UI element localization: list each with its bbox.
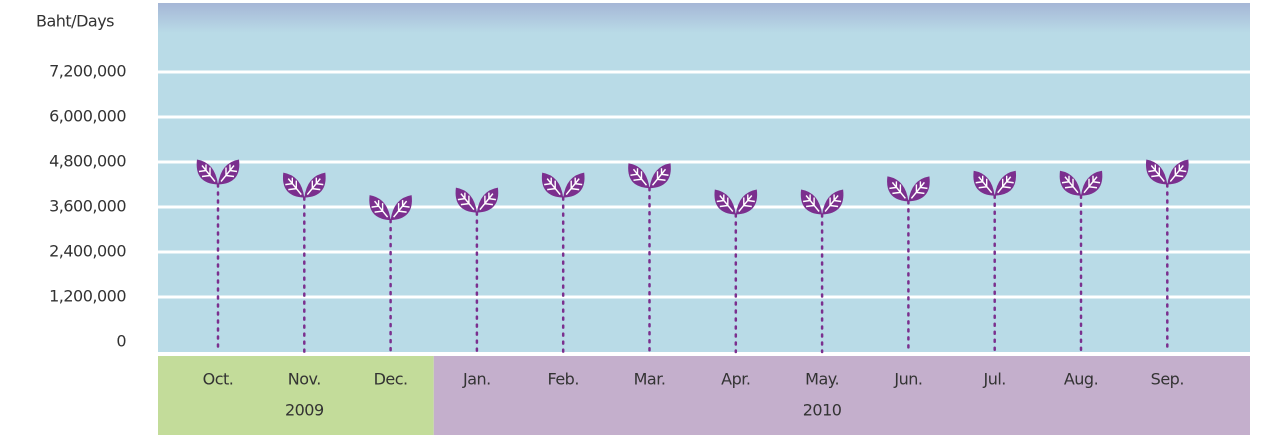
leaf-marker	[714, 189, 758, 215]
leaf-vein	[457, 192, 475, 211]
leaf-vein	[651, 168, 669, 186]
leaf-marker	[1145, 159, 1189, 185]
leaf-marker	[1059, 170, 1103, 196]
leaf-vein	[285, 177, 302, 196]
y-tick-label: 2,400,000	[49, 242, 126, 261]
leaf-marker	[455, 187, 499, 213]
leaf-vein	[1083, 175, 1101, 194]
x-tick-label: Mar.	[634, 370, 666, 389]
y-tick-label: 7,200,000	[49, 62, 126, 81]
x-tick-label: Jul.	[983, 370, 1006, 389]
leaf-vein	[1169, 164, 1187, 182]
year-label: 2010	[803, 401, 842, 420]
y-tick-label: 1,200,000	[49, 287, 126, 306]
leaf-vein	[1148, 164, 1165, 182]
x-tick-label: Oct.	[203, 370, 234, 389]
leaf-vein	[220, 164, 238, 182]
leaf-marker	[196, 159, 240, 185]
leaf-marker	[369, 195, 412, 221]
leaf-vein	[371, 200, 389, 218]
leaf-marker	[800, 189, 844, 215]
x-tick-label: Feb.	[547, 370, 578, 389]
x-tick-label: May.	[805, 370, 839, 389]
leaf-vein	[975, 175, 993, 194]
year-band	[158, 356, 434, 435]
x-tick-label: Jun.	[893, 370, 922, 389]
x-tick-label: Apr.	[721, 370, 750, 389]
y-tick-label: 0	[116, 332, 126, 351]
leaf-vein	[479, 192, 496, 211]
leaf-marker	[973, 170, 1017, 196]
leaf-vein	[630, 168, 648, 186]
y-tick-label: 4,800,000	[49, 152, 126, 171]
leaf-marker	[628, 163, 671, 189]
y-axis-label: Baht/Days	[36, 12, 114, 31]
leaf-vein	[910, 181, 928, 199]
x-tick-label: Nov.	[288, 370, 321, 389]
leaf-vein	[306, 177, 324, 196]
y-tick-label: 6,000,000	[49, 107, 126, 126]
leaf-vein	[1061, 175, 1079, 194]
leaf-vein	[198, 164, 216, 182]
x-tick-label: Jan.	[462, 370, 491, 389]
leaf-vein	[544, 177, 561, 196]
y-tick-label: 3,600,000	[49, 197, 126, 216]
x-tick-label: Aug.	[1064, 370, 1098, 389]
plot-top	[158, 3, 1250, 33]
year-label: 2009	[285, 401, 324, 420]
x-tick-label: Sep.	[1151, 370, 1184, 389]
leaf-vein	[803, 194, 820, 212]
leaf-vein	[997, 175, 1014, 194]
leaf-vein	[889, 181, 906, 199]
leaf-vein	[824, 194, 842, 212]
leaf-vein	[716, 194, 734, 212]
leaf-marker	[887, 176, 930, 202]
leaf-vein	[738, 194, 755, 212]
year-band	[433, 356, 1250, 435]
leaf-marker	[541, 172, 585, 198]
leaf-marker	[282, 172, 326, 198]
x-tick-label: Dec.	[374, 370, 408, 389]
leaf-vein	[565, 177, 583, 196]
leaf-vein	[393, 200, 410, 218]
